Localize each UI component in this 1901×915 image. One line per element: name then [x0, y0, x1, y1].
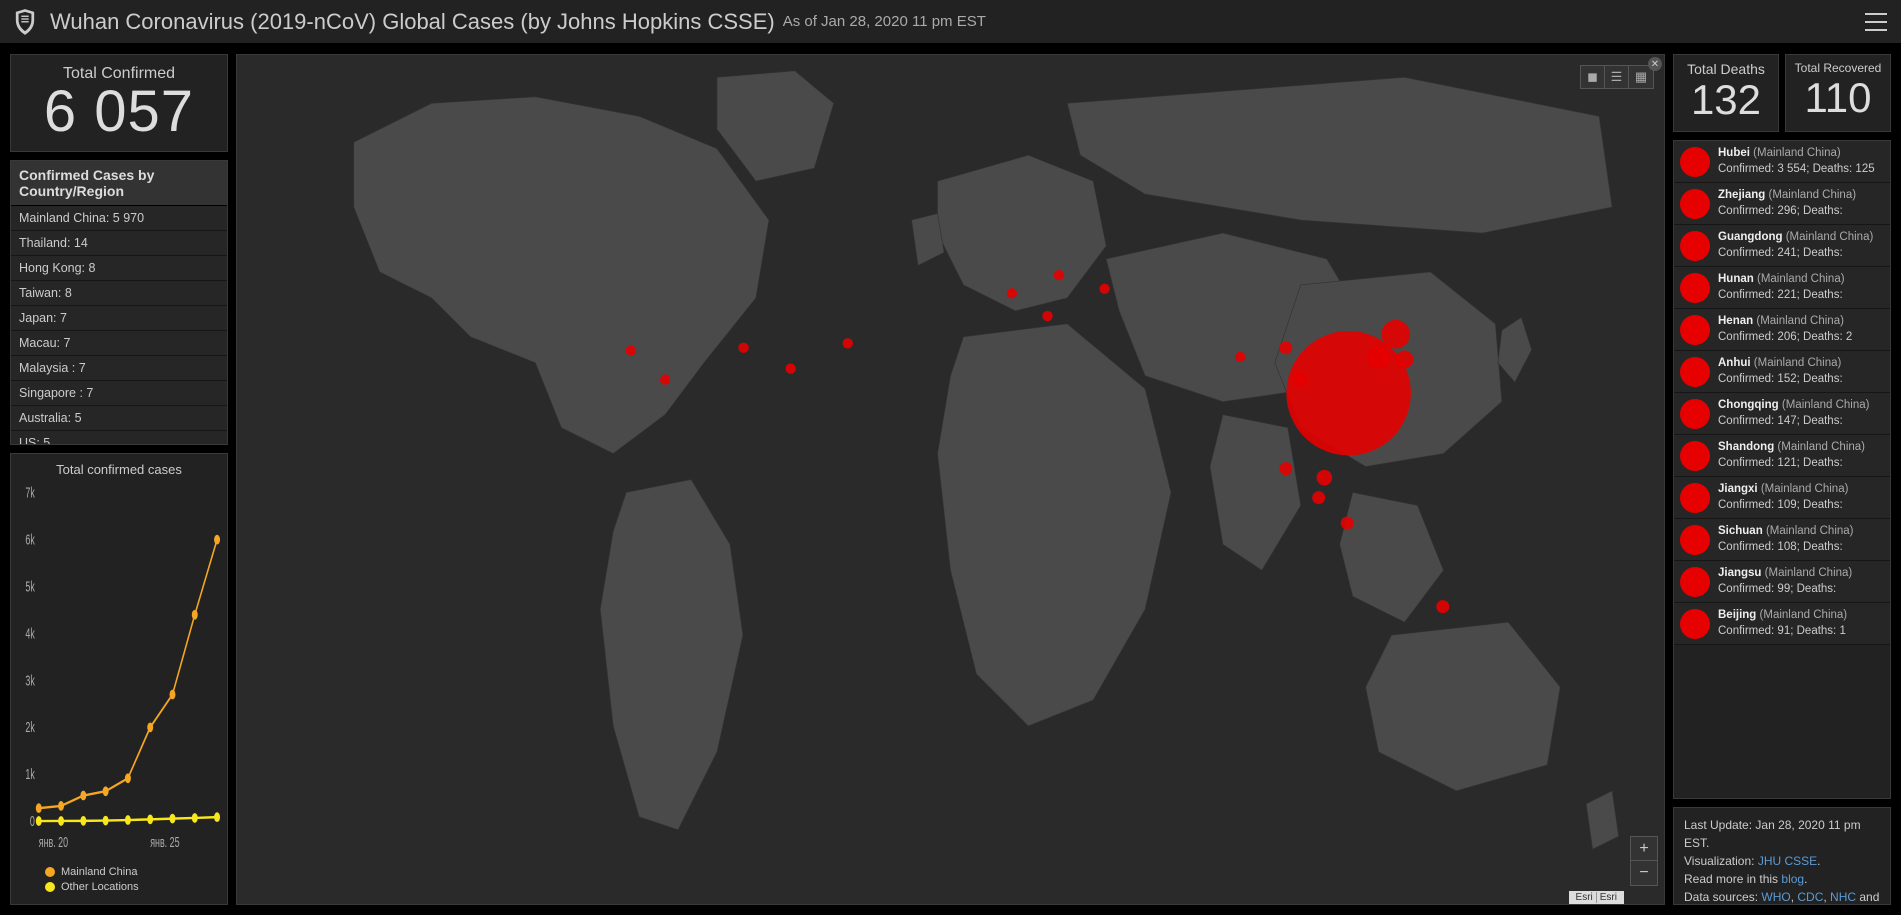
country-row[interactable]: Macau: 7 — [11, 331, 227, 356]
svg-text:0: 0 — [30, 813, 35, 830]
province-row[interactable]: Henan (Mainland China)Confirmed: 206; De… — [1674, 309, 1890, 351]
close-icon[interactable]: ✕ — [1648, 57, 1662, 71]
world-map[interactable] — [237, 55, 1664, 904]
jhu-shield-icon — [14, 9, 36, 35]
country-row[interactable]: US: 5 — [11, 431, 227, 444]
zoom-out-button[interactable]: − — [1631, 861, 1657, 885]
map-panel[interactable]: ◼ ☰ ▦ ✕ + − EsriEsri — [236, 54, 1665, 905]
province-dot-icon — [1680, 357, 1710, 387]
province-dot-icon — [1680, 399, 1710, 429]
chart-legend: Mainland China Other Locations — [15, 857, 223, 900]
total-recovered-value: 110 — [1786, 77, 1890, 119]
svg-text:янв. 20: янв. 20 — [39, 834, 69, 851]
province-list-body[interactable]: Hubei (Mainland China)Confirmed: 3 554; … — [1674, 141, 1890, 798]
zoom-in-button[interactable]: + — [1631, 837, 1657, 861]
svg-text:1k: 1k — [25, 766, 35, 783]
country-list-body[interactable]: Mainland China: 5 970Thailand: 14Hong Ko… — [11, 206, 227, 444]
legend-icon[interactable]: ☰ — [1605, 66, 1629, 88]
svg-text:2k: 2k — [25, 719, 35, 736]
who-link[interactable]: WHO — [1761, 890, 1790, 904]
cdc-link[interactable]: CDC — [1797, 890, 1823, 904]
svg-text:6k: 6k — [25, 531, 35, 548]
province-dot-icon — [1680, 315, 1710, 345]
province-dot-icon — [1680, 189, 1710, 219]
province-row[interactable]: Jiangsu (Mainland China)Confirmed: 99; D… — [1674, 561, 1890, 603]
province-dot-icon — [1680, 147, 1710, 177]
province-dot-icon — [1680, 273, 1710, 303]
basemap-icon[interactable]: ▦ — [1629, 66, 1653, 88]
country-list-panel: Confirmed Cases by Country/Region Mainla… — [10, 160, 228, 445]
country-row[interactable]: Japan: 7 — [11, 306, 227, 331]
jhu-csse-link[interactable]: JHU CSSE — [1758, 854, 1817, 868]
province-row[interactable]: Jiangxi (Mainland China)Confirmed: 109; … — [1674, 477, 1890, 519]
nhc-link[interactable]: NHC — [1830, 890, 1856, 904]
total-deaths-panel: Total Deaths 132 — [1673, 54, 1779, 132]
province-dot-icon — [1680, 441, 1710, 471]
country-row[interactable]: Mainland China: 5 970 — [11, 206, 227, 231]
svg-text:5k: 5k — [25, 578, 35, 595]
total-confirmed-value: 6 057 — [11, 83, 227, 141]
total-deaths-value: 132 — [1674, 79, 1778, 121]
province-row[interactable]: Chongqing (Mainland China)Confirmed: 147… — [1674, 393, 1890, 435]
timeseries-chart-panel: Total confirmed cases 0 1k 2k 3k 4k 5k 6k 7k янв… — [10, 453, 228, 905]
svg-text:3k: 3k — [25, 672, 35, 689]
country-row[interactable]: Singapore : 7 — [11, 381, 227, 406]
province-dot-icon — [1680, 483, 1710, 513]
province-row[interactable]: Hubei (Mainland China)Confirmed: 3 554; … — [1674, 141, 1890, 183]
country-row[interactable]: Taiwan: 8 — [11, 281, 227, 306]
bookmark-icon[interactable]: ◼ — [1581, 66, 1605, 88]
province-dot-icon — [1680, 609, 1710, 639]
page-subtitle: As of Jan 28, 2020 11 pm EST — [783, 13, 986, 30]
province-row[interactable]: Zhejiang (Mainland China)Confirmed: 296;… — [1674, 183, 1890, 225]
province-dot-icon — [1680, 231, 1710, 261]
chart-area: 0 1k 2k 3k 4k 5k 6k 7k янв. 20 янв. 25 — [15, 483, 223, 857]
country-row[interactable]: Thailand: 14 — [11, 231, 227, 256]
province-row[interactable]: Hunan (Mainland China)Confirmed: 221; De… — [1674, 267, 1890, 309]
total-confirmed-panel: Total Confirmed 6 057 — [10, 54, 228, 152]
total-recovered-panel: Total Recovered 110 — [1785, 54, 1891, 132]
province-dot-icon — [1680, 525, 1710, 555]
total-recovered-label: Total Recovered — [1786, 61, 1890, 75]
map-controls: ◼ ☰ ▦ — [1580, 65, 1654, 89]
province-row[interactable]: Anhui (Mainland China)Confirmed: 152; De… — [1674, 351, 1890, 393]
page-title: Wuhan Coronavirus (2019-nCoV) Global Cas… — [50, 9, 775, 35]
legend-item: Other Locations — [45, 881, 223, 893]
total-deaths-label: Total Deaths — [1674, 61, 1778, 77]
app-header: Wuhan Coronavirus (2019-nCoV) Global Cas… — [0, 0, 1901, 44]
menu-button[interactable] — [1865, 13, 1887, 31]
info-panel: Last Update: Jan 28, 2020 11 pm EST. Vis… — [1673, 807, 1891, 905]
legend-item: Mainland China — [45, 866, 223, 878]
svg-text:янв. 25: янв. 25 — [150, 834, 180, 851]
zoom-controls: + − — [1630, 836, 1658, 886]
chart-title: Total confirmed cases — [15, 462, 223, 477]
province-list-panel: Hubei (Mainland China)Confirmed: 3 554; … — [1673, 140, 1891, 799]
country-row[interactable]: Malaysia : 7 — [11, 356, 227, 381]
province-row[interactable]: Beijing (Mainland China)Confirmed: 91; D… — [1674, 603, 1890, 645]
map-attribution: EsriEsri — [1569, 891, 1624, 904]
svg-text:4k: 4k — [25, 625, 35, 642]
country-row[interactable]: Australia: 5 — [11, 406, 227, 431]
province-row[interactable]: Guangdong (Mainland China)Confirmed: 241… — [1674, 225, 1890, 267]
blog-link[interactable]: blog — [1781, 872, 1804, 886]
province-dot-icon — [1680, 567, 1710, 597]
country-row[interactable]: Hong Kong: 8 — [11, 256, 227, 281]
svg-text:7k: 7k — [25, 484, 35, 501]
province-row[interactable]: Sichuan (Mainland China)Confirmed: 108; … — [1674, 519, 1890, 561]
country-list-header: Confirmed Cases by Country/Region — [11, 161, 227, 206]
province-row[interactable]: Shandong (Mainland China)Confirmed: 121;… — [1674, 435, 1890, 477]
